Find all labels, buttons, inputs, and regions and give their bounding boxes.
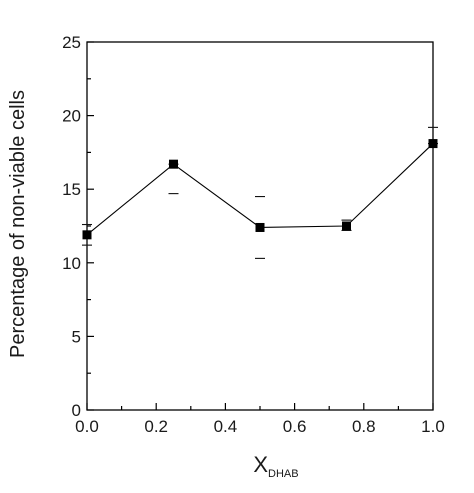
- y-tick-label: 0: [72, 401, 81, 420]
- data-point: [169, 159, 178, 169]
- data-point: [82, 230, 92, 240]
- x-tick-label: 1.0: [421, 417, 445, 436]
- data-point: [342, 221, 351, 231]
- x-axis-label-subscript: DHAB: [268, 468, 299, 480]
- data-point: [255, 222, 265, 232]
- y-tick-label: 5: [72, 327, 81, 346]
- x-tick-label: 0.4: [214, 417, 238, 436]
- x-axis-label: X: [253, 452, 268, 477]
- y-axis-label: Percentage of non-viable cells: [7, 90, 29, 358]
- y-tick-label: 10: [62, 254, 81, 273]
- series-line-layer: [86, 143, 434, 236]
- x-tick-label: 0.2: [144, 417, 168, 436]
- tick-label-layer: 0.0 0.2 0.4 0.6 0.8 1.0 0 5 10 15 20 25: [62, 33, 445, 436]
- data-point-layer: [82, 139, 438, 240]
- x-tick-label: 0.8: [352, 417, 376, 436]
- x-tick-label: 0.6: [283, 417, 307, 436]
- error-bar-layer: [82, 126, 438, 259]
- tick-layer: [86, 41, 434, 411]
- data-point: [428, 139, 438, 149]
- y-tick-label: 20: [62, 107, 81, 126]
- y-tick-label: 15: [62, 180, 81, 199]
- x-axis-label-main: X: [253, 452, 268, 477]
- y-tick-label: 25: [62, 33, 81, 52]
- x-tick-label: 0.0: [75, 417, 99, 436]
- series-line: [86, 143, 434, 236]
